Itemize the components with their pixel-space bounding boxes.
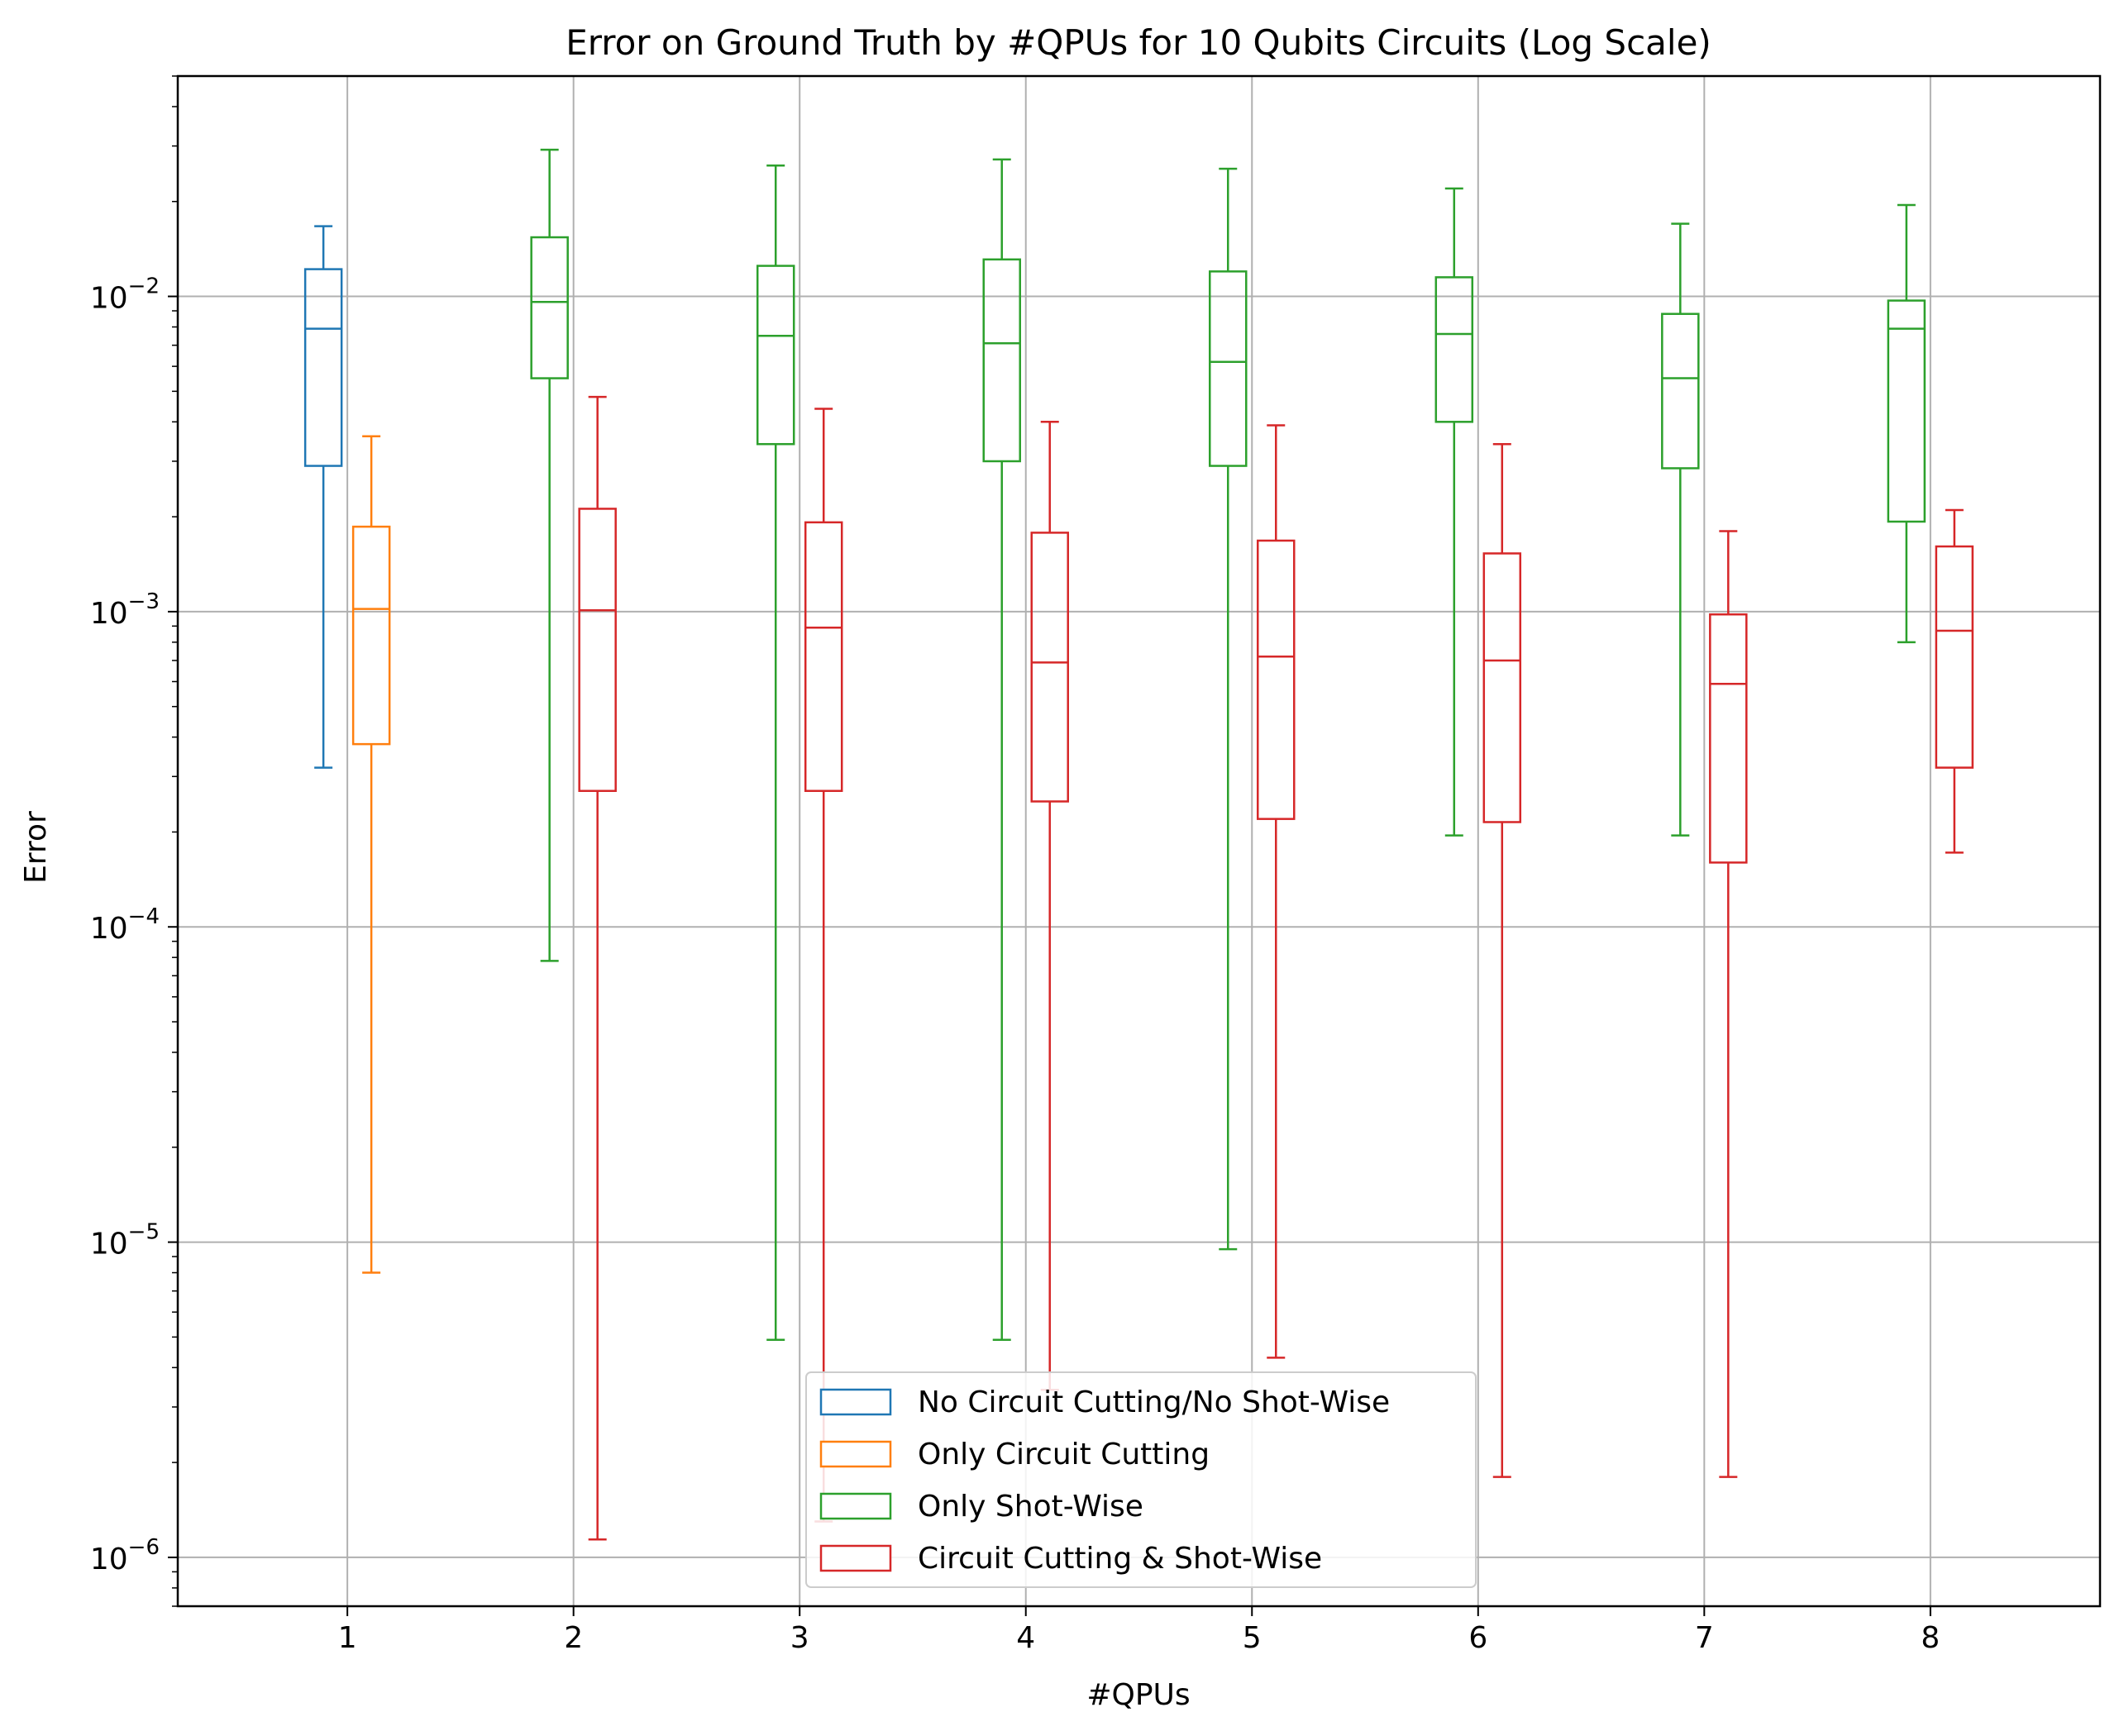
iqr-box [1661,312,1700,470]
iqr-box [1030,532,1069,803]
iqr-box [1482,552,1522,823]
legend-label-only-shot-wise: Only Shot-Wise [918,1490,1143,1524]
iqr-box [578,508,617,792]
y-tick-label: 10−2 [90,274,160,316]
box-circuit-cutting-shot-wise-6 [1482,442,1522,1478]
legend-label-circuit-cutting-shot-wise: Circuit Cutting & Shot-Wise [918,1542,1322,1576]
y-tick-label: 10−4 [90,904,160,946]
box-only-shot-wise-8 [1887,203,1926,644]
iqr-box [1209,270,1248,467]
box-circuit-cutting-shot-wise-4 [1030,421,1069,1391]
legend-label-no-circuit-cutting-no-shot-wise: No Circuit Cutting/No Shot-Wise [918,1385,1390,1419]
box-only-circuit-cutting-1 [351,435,391,1274]
legend-swatch-circuit-cutting-shot-wise [819,1544,892,1572]
iqr-box [351,525,391,746]
y-tick-label: 10−5 [90,1220,160,1261]
iqr-box [1434,276,1474,423]
x-tick-label: 8 [1921,1621,1940,1655]
iqr-box [303,268,343,467]
x-tick-label: 5 [1243,1621,1262,1655]
chart-title: Error on Ground Truth by #QPUs for 10 Qu… [566,22,1711,63]
legend-swatch-only-circuit-cutting [819,1440,892,1468]
iqr-box [1709,613,1748,864]
y-axis-label: Error [19,811,53,884]
x-axis-label: #QPUs [1086,1678,1190,1712]
x-tick-label: 3 [790,1621,809,1655]
y-tick-label: 10−3 [90,589,160,631]
axis-layer: 10−6 10−5 10−4 10−3 10−2 1 2 3 4 5 6 7 8 [90,75,1940,1655]
legend-swatch-only-shot-wise [819,1492,892,1520]
x-tick-label: 6 [1468,1621,1487,1655]
iqr-box [1935,545,1974,769]
legend-frame [805,1371,1477,1588]
legend-swatch-no-circuit-cutting-no-shot-wise [819,1388,892,1416]
box-only-shot-wise-4 [982,158,1021,1341]
iqr-box [756,265,795,446]
legend-label-only-circuit-cutting: Only Circuit Cutting [918,1438,1210,1471]
x-tick-label: 4 [1016,1621,1035,1655]
box-only-shot-wise-7 [1661,222,1700,837]
box-only-shot-wise-3 [756,165,795,1341]
box-no-circuit-cutting-no-shot-wise-1 [303,225,343,769]
iqr-box [530,236,569,379]
box-circuit-cutting-shot-wise-5 [1257,424,1296,1359]
box-only-shot-wise-6 [1434,187,1474,837]
box-only-shot-wise-2 [530,148,569,962]
box-only-shot-wise-5 [1209,167,1248,1251]
box-circuit-cutting-shot-wise-2 [578,395,617,1541]
iqr-box [1887,299,1926,523]
x-tick-label: 2 [564,1621,583,1655]
x-tick-label: 1 [338,1621,357,1655]
iqr-box [804,521,843,792]
y-tick-label: 10−6 [90,1535,160,1576]
iqr-box [1257,539,1296,820]
legend: No Circuit Cutting/No Shot-Wise Only Circ… [805,1371,1477,1588]
grid-lines [178,76,2100,1606]
x-tick-label: 7 [1695,1621,1714,1655]
plot-frame [176,74,2102,1608]
box-circuit-cutting-shot-wise-7 [1709,530,1748,1478]
iqr-box [982,258,1021,463]
box-circuit-cutting-shot-wise-8 [1935,508,1974,854]
box-layer [303,148,1974,1541]
